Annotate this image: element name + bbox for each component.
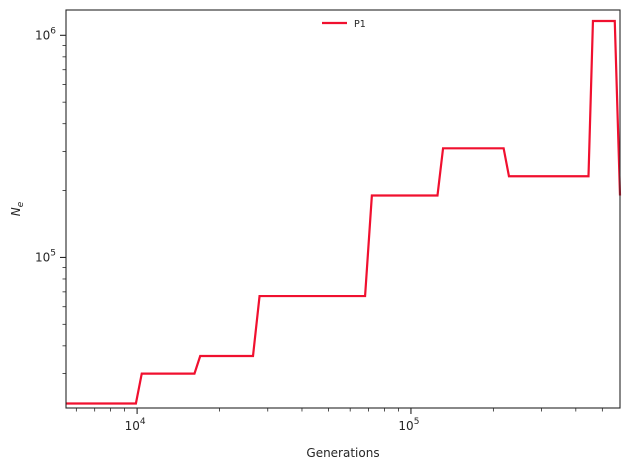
legend-label-p1: P1 [354,19,366,30]
x-tick-label: 105 [398,417,419,433]
x-tick-label-base: 10 [125,419,140,433]
y-axis-title-subscript: e [16,201,26,207]
minor-ticks [62,45,603,412]
y-tick-label-exponent: 5 [50,248,56,258]
major-ticks [60,34,412,414]
y-tick-label: 105 [35,248,56,264]
x-tick-label-exponent: 5 [414,417,420,427]
series-line-p1 [66,19,622,405]
x-tick-label-base: 10 [398,419,413,433]
y-tick-label: 106 [35,26,56,42]
y-axis-title: Ne [9,201,26,216]
x-tick-label-exponent: 4 [140,417,146,427]
plot-frame [65,9,621,409]
x-axis-title: Generations [306,446,379,460]
y-axis-title-base: N [9,207,23,216]
series-layer [66,19,622,405]
legend: P1 [322,19,366,30]
x-tick-label: 104 [125,417,146,433]
y-tick-label-base: 10 [35,28,50,42]
y-tick-label-base: 10 [35,250,50,264]
y-tick-label-exponent: 6 [50,26,56,36]
